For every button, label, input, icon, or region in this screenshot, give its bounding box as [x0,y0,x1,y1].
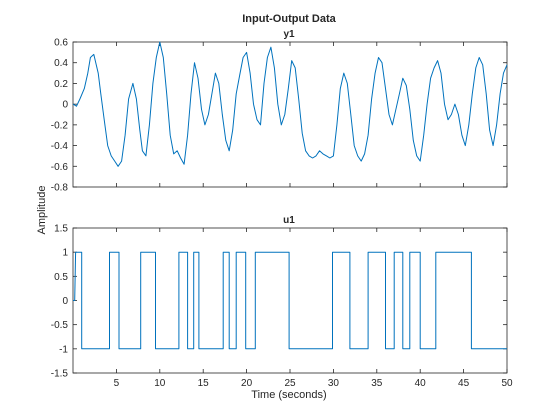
x-tick-label: 5 [114,378,120,389]
bottom-subplot-title: u1 [283,215,295,226]
y-tick-label: 0.6 [54,38,68,49]
y-tick-label: -0.8 [51,183,69,194]
x-axis-label: Time (seconds) [251,389,326,401]
x-tick-label: 30 [328,378,340,389]
y-tick-label: -0.6 [51,162,69,173]
plot-area [72,227,508,374]
x-tick-label: 15 [198,378,210,389]
y-tick-label: 0.4 [54,58,68,69]
y-tick-label: 1 [62,248,68,259]
output-signal-plot: -0.8 -0.6 -0.4 -0.2 0 0.2 0.4 0.6 [51,38,508,194]
input-signal-plot: 5 10 15 20 25 30 35 40 45 50 -1.5 -1 -0.5 0 0.5 1 1.5 [51,224,513,390]
y-tick-label: -1 [59,344,68,355]
x-tick-label: 10 [154,378,166,389]
y-axis-label: Amplitude [36,186,48,235]
y-tick-label: -0.5 [51,320,69,331]
y-tick-label: 0 [62,100,68,111]
x-tick-label: 50 [501,378,513,389]
y-tick-label: 0 [62,296,68,307]
signal-line [73,251,507,350]
y-tick-label: 1.5 [54,224,68,235]
x-tick-label: 45 [458,378,470,389]
x-tick-label: 35 [371,378,383,389]
x-tick-label: 20 [241,378,253,389]
x-tick-label: 40 [415,378,427,389]
top-subplot-title: y1 [283,29,295,40]
y-tick-label: 0.2 [54,79,68,90]
x-tick-label: 25 [284,378,296,389]
y-tick-label: 0.5 [54,272,68,283]
figure-title: Input-Output Data [242,13,336,25]
signal-line [72,41,508,167]
y-tick-label: -0.4 [51,141,69,152]
y-tick-label: -0.2 [51,120,69,131]
y-tick-label: -1.5 [51,369,69,380]
